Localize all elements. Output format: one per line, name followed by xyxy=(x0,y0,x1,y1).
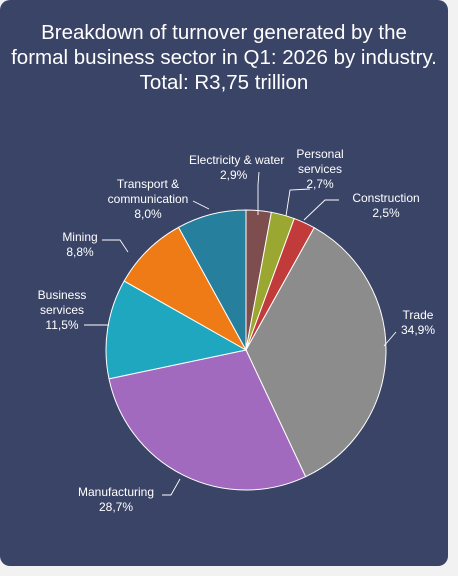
data-label-mining: 8,8% xyxy=(66,245,94,259)
chart-card: Breakdown of turnover generated by the f… xyxy=(0,0,448,566)
slice-name-personal-services-line-2: services xyxy=(298,162,342,176)
chart-title: Breakdown of turnover generated by the f… xyxy=(11,21,437,94)
leader-line-trade xyxy=(383,331,397,347)
slice-name-construction: Construction xyxy=(352,191,419,205)
slice-name-manufacturing: Manufacturing xyxy=(78,485,154,499)
data-label-construction: 2,5% xyxy=(372,206,400,220)
data-label-electricity-water: 2,9% xyxy=(220,168,248,182)
leader-line-manufacturing xyxy=(162,478,181,496)
leader-line-personal-services xyxy=(285,188,311,217)
slice-name-transport-communication-line-2: communication xyxy=(108,192,189,206)
data-label-business-services: 11,5% xyxy=(45,318,78,332)
leader-line-mining xyxy=(102,239,129,253)
data-label-personal-services: 2,7% xyxy=(306,177,334,191)
data-label-manufacturing: 28,7% xyxy=(99,500,133,514)
slice-name-business-services-line-2: services xyxy=(40,303,84,317)
pie-slice-manufacturing xyxy=(108,349,307,491)
slice-name-transport-communication-line-1: Transport & xyxy=(117,177,179,191)
slice-name-electricity-water: Electricity & water xyxy=(189,153,284,167)
pie-slice-business-services xyxy=(105,280,248,380)
slice-name-mining: Mining xyxy=(62,230,97,244)
pie-chart: Electricity & water2,9%Personalservices2… xyxy=(38,147,436,514)
data-label-transport-communication: 8,0% xyxy=(134,207,162,221)
slice-name-trade: Trade xyxy=(403,308,434,322)
slice-name-personal-services-line-1: Personal xyxy=(296,147,343,161)
leader-line-electricity-water xyxy=(257,171,260,215)
slice-name-business-services-line-1: Business xyxy=(38,288,87,302)
leader-line-construction xyxy=(303,199,339,221)
pie-slice-transport-communication xyxy=(177,209,247,351)
pie-slice-trade xyxy=(245,227,387,478)
data-label-trade: 34,9% xyxy=(401,323,435,337)
leader-line-transport-communication xyxy=(192,200,210,210)
